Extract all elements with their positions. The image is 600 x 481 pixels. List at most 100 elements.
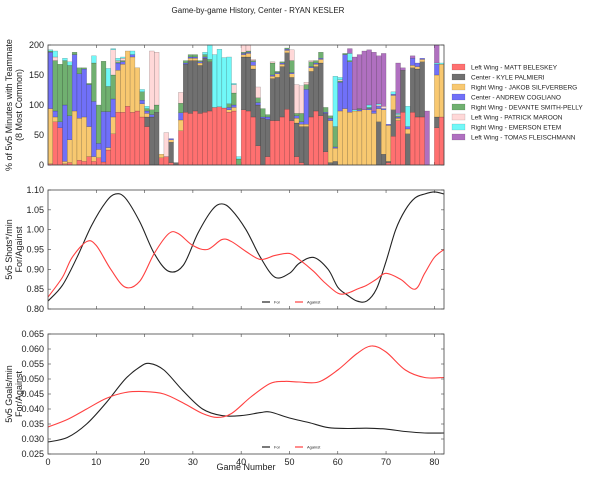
bar-segment	[409, 67, 416, 113]
y-tick-label: 50	[34, 130, 44, 140]
bar-segment	[67, 139, 73, 163]
plot-frame	[47, 189, 445, 310]
bar-segment	[86, 83, 92, 85]
bar-segment	[419, 59, 425, 63]
y-axis-label: 5v5 Shots*/min	[4, 219, 14, 280]
bar-segment	[409, 65, 416, 69]
bar-segment	[274, 120, 281, 166]
bar-segment	[250, 116, 256, 166]
bar-segment	[376, 105, 382, 109]
bar-segment	[192, 60, 198, 112]
bar-segment	[405, 126, 411, 130]
legend-label: Center - KYLE PALMIERI	[471, 75, 545, 82]
bar-segment	[144, 126, 150, 166]
legend-label: Right Wing - EMERSON ETEM	[471, 125, 561, 132]
bar-segment	[289, 77, 295, 121]
legend-label: Against	[307, 445, 321, 450]
bar-segment	[240, 54, 247, 58]
bar-segment	[144, 108, 150, 112]
y-tick-label: 0.050	[21, 374, 44, 384]
bar-segment	[71, 52, 78, 55]
bar-segment	[144, 116, 150, 127]
bar-segment	[129, 111, 136, 166]
bar-segment	[168, 138, 174, 141]
bar-segment	[318, 59, 324, 64]
bar-segment	[337, 110, 343, 166]
legend-swatch	[451, 93, 466, 101]
bar-segment	[231, 84, 237, 94]
bar-segment	[371, 52, 377, 112]
bar-segment	[390, 95, 396, 111]
bar-segment	[115, 69, 121, 113]
bar-segment	[105, 111, 111, 148]
bar-segment	[342, 108, 348, 166]
y-tick-label: 1.10	[26, 185, 44, 195]
bar-segment	[52, 121, 58, 166]
bar-segment	[149, 109, 155, 115]
bar-segment	[231, 83, 237, 85]
bar-segment	[134, 67, 140, 112]
bar-segment	[395, 115, 401, 118]
bar-segment	[67, 65, 73, 117]
bar-segment	[274, 73, 281, 78]
bar-segment	[274, 71, 281, 73]
bar-segment	[371, 113, 377, 166]
bar-segment	[81, 67, 87, 70]
bar-segment	[438, 62, 445, 65]
bar-segment	[226, 56, 232, 104]
bar-segment	[207, 44, 213, 60]
bar-segment	[265, 114, 271, 118]
bar-segment	[269, 61, 276, 64]
bar-segment	[154, 52, 160, 106]
bar-segment	[294, 113, 300, 117]
bar-segment	[202, 111, 208, 166]
bar-segment	[313, 60, 319, 64]
bar-segment	[67, 61, 73, 66]
bar-segment	[245, 44, 252, 52]
bar-segment	[52, 56, 58, 61]
bar-segment	[110, 133, 116, 166]
x-tick-label: 60	[333, 457, 343, 467]
bar-segment	[236, 158, 242, 166]
bar-segment	[434, 44, 440, 64]
legend-label: Right Wing - JAKOB SILFVERBERG	[471, 85, 577, 92]
bar-segment	[187, 58, 194, 61]
bar-segment	[395, 117, 401, 121]
bar-segment	[154, 104, 160, 113]
bar-segment	[110, 74, 116, 100]
bar-segment	[313, 110, 319, 166]
bar-segment	[294, 117, 300, 124]
bar-segment	[318, 52, 324, 59]
bar-segment	[438, 63, 445, 118]
bar-segment	[91, 101, 97, 157]
bar-segment	[279, 61, 285, 64]
stacked-bar-chart: 0 50 100 150 200 % of 5v5 Minutes with Teamma…	[4, 39, 583, 171]
bar-segment	[129, 50, 136, 55]
bar-segment	[183, 60, 189, 64]
bar-segment	[226, 107, 232, 111]
bar-segment	[405, 105, 411, 127]
bar-segment	[96, 157, 102, 166]
bar-segment	[125, 50, 131, 107]
bar-segment	[308, 67, 314, 72]
bar-segment	[255, 97, 261, 103]
bar-segment	[424, 110, 430, 166]
bar-segment	[110, 98, 116, 118]
bar-segment	[289, 49, 295, 61]
bar-segment	[409, 111, 416, 166]
y-tick-label: 0.055	[21, 359, 44, 369]
legend-swatch	[451, 133, 466, 141]
shots-line-chart: 0.80 0.85 0.90 0.95 1.00 1.05 1.10 5v5 Shots*/m…	[4, 185, 445, 314]
bar-segment	[91, 156, 97, 162]
bar-segment	[105, 149, 111, 166]
bar-segment	[231, 92, 237, 106]
bar-segment	[347, 48, 353, 54]
bar-segment	[366, 49, 372, 106]
legend-label: Left Wing - PATRICK MAROON	[471, 115, 563, 122]
bar-segment	[57, 127, 63, 166]
bar-segment	[308, 71, 314, 118]
bar-segment	[265, 116, 271, 120]
bar-segment	[100, 111, 107, 163]
bar-segment	[414, 116, 421, 166]
bar-segment	[226, 109, 232, 113]
